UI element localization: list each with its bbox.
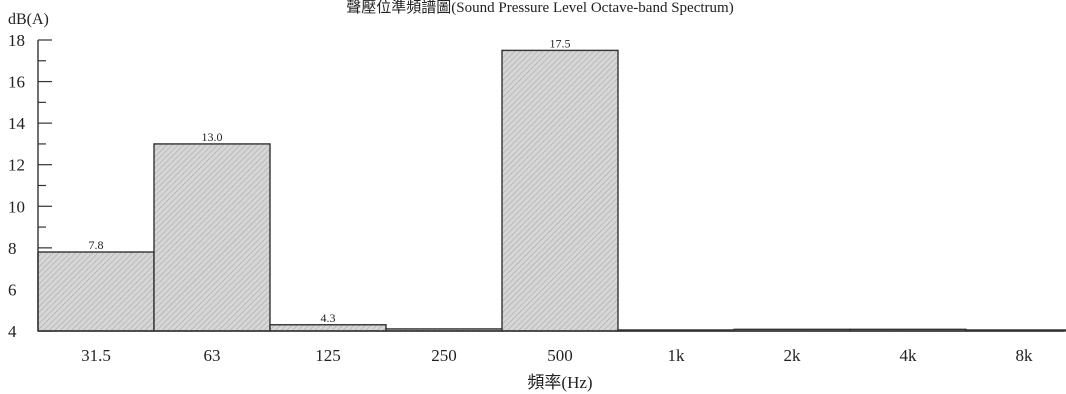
y-tick-label: 14: [8, 114, 26, 133]
data-label-125: 4.3: [321, 311, 336, 325]
y-tick-label: 6: [8, 280, 17, 299]
bar-125: [269, 324, 387, 332]
data-label-31.5: 7.8: [89, 238, 104, 252]
bar-31.5: [37, 251, 155, 332]
y-tick-label: 10: [8, 197, 25, 216]
y-tick-label: 16: [8, 73, 25, 92]
x-tick-label: 2k: [784, 346, 802, 365]
data-label-63: 13.0: [202, 130, 223, 144]
x-tick-label: 1k: [668, 346, 686, 365]
x-tick-label: 8k: [1016, 346, 1034, 365]
chart-title: 聲壓位準頻譜圖(Sound Pressure Level Octave-band…: [346, 0, 733, 16]
x-axis-ticks: 31.5 63 125 250 500 1k 2k 4k 8k: [81, 346, 1033, 365]
y-tick-label: 18: [8, 31, 25, 50]
bar-500: [501, 49, 619, 332]
y-tick-label: 12: [8, 156, 25, 175]
data-label-500: 17.5: [550, 36, 571, 50]
x-tick-label: 31.5: [81, 346, 111, 365]
y-axis-unit: dB(A): [8, 11, 49, 28]
bar-63: [153, 143, 271, 332]
x-tick-label: 500: [547, 346, 573, 365]
y-tick-label: 8: [8, 239, 17, 258]
x-tick-label: 250: [431, 346, 457, 365]
x-axis-label: 頻率(Hz): [527, 373, 592, 392]
bars-group: [37, 49, 1066, 332]
y-axis-ticks: 4 6 8 10 12 14 16 18: [8, 31, 52, 341]
x-tick-label: 4k: [900, 346, 918, 365]
x-tick-label: 63: [204, 346, 221, 365]
y-tick-label: 4: [8, 322, 17, 341]
data-labels-group: 7.8 13.0 4.3 17.5: [89, 36, 571, 324]
x-tick-label: 125: [315, 346, 341, 365]
